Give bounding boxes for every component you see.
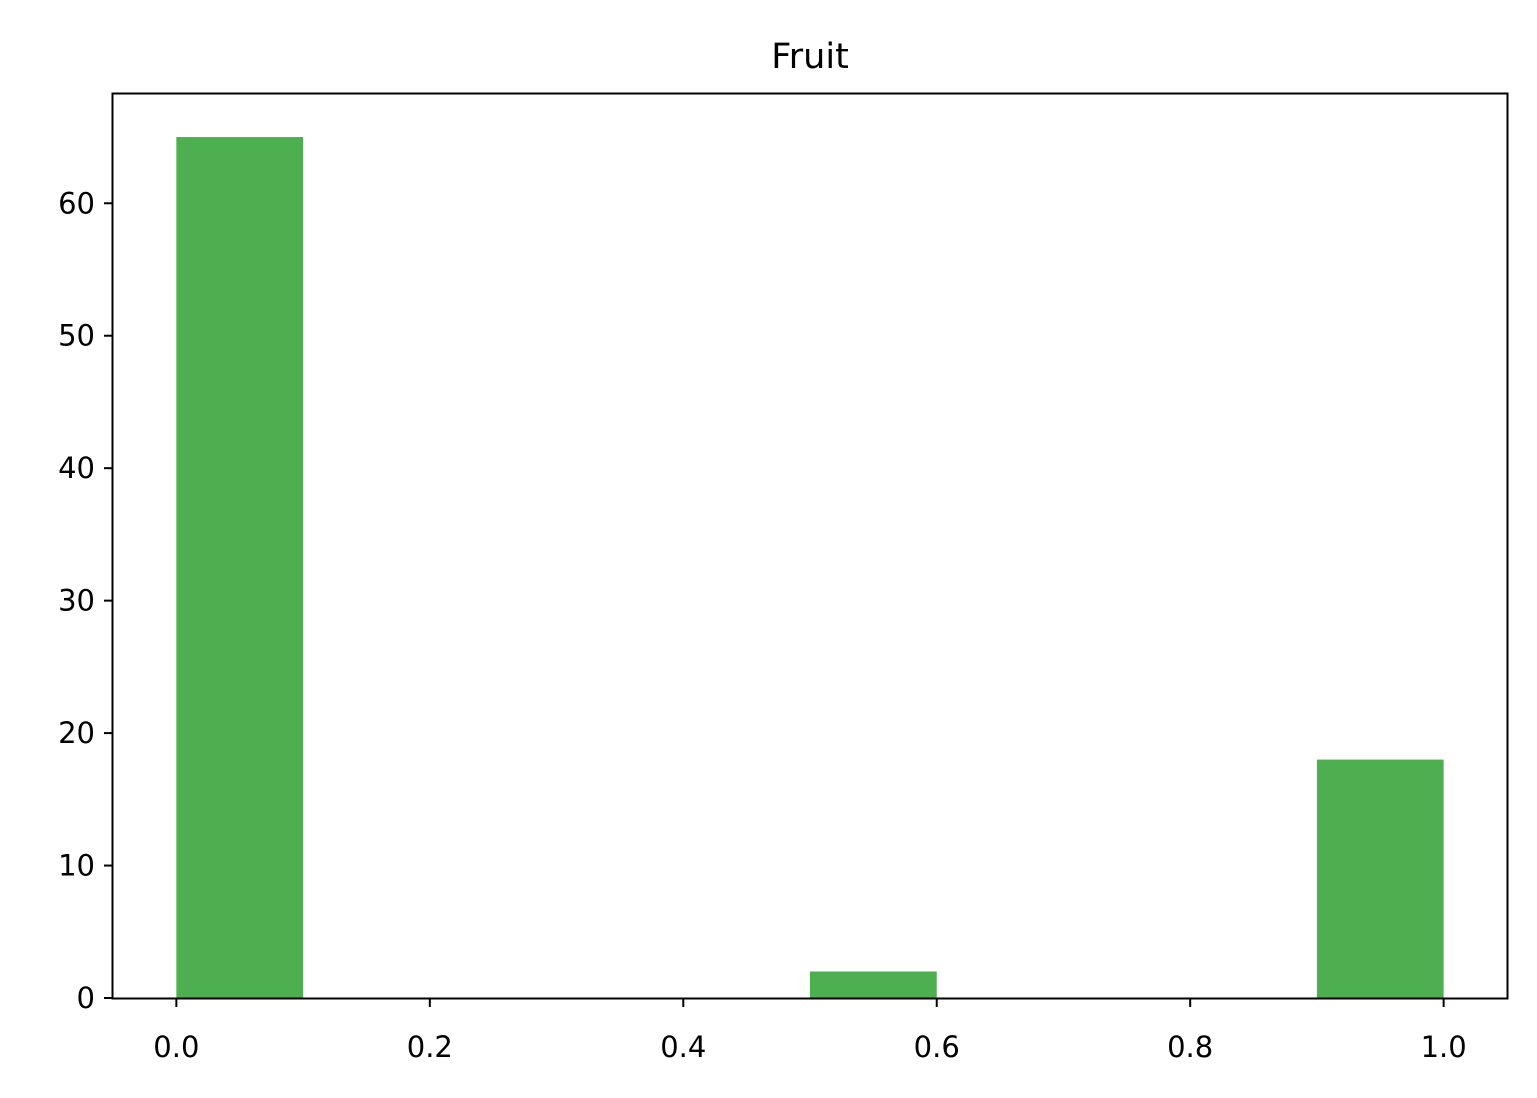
histogram-bar-9 bbox=[1316, 759, 1444, 998]
plot-frame bbox=[111, 92, 1509, 1000]
y-tick-label: 30 bbox=[58, 584, 95, 618]
x-axis: 0.0 0.2 0.4 0.6 0.8 1.0 bbox=[153, 998, 1467, 1064]
x-tick-label: 0.2 bbox=[407, 1030, 453, 1064]
x-tick-label: 0.8 bbox=[1167, 1030, 1213, 1064]
y-tick-label: 40 bbox=[58, 451, 95, 485]
y-tick-label: 0 bbox=[77, 981, 95, 1015]
y-tick-label: 20 bbox=[58, 716, 95, 750]
y-tick-label: 50 bbox=[58, 319, 95, 353]
histogram-bar-5 bbox=[810, 971, 937, 998]
x-tick-label: 1.0 bbox=[1421, 1030, 1467, 1064]
x-tick-label: 0.4 bbox=[660, 1030, 706, 1064]
x-tick-label: 0.0 bbox=[153, 1030, 199, 1064]
y-tick-label: 60 bbox=[58, 186, 95, 220]
y-axis: 0 10 20 30 40 50 60 bbox=[58, 186, 113, 1015]
histogram-bar-0 bbox=[176, 137, 304, 999]
x-tick-label: 0.6 bbox=[914, 1030, 960, 1064]
chart-title: Fruit bbox=[771, 37, 849, 77]
y-tick-label: 10 bbox=[58, 849, 95, 883]
bars-group bbox=[176, 137, 1444, 999]
